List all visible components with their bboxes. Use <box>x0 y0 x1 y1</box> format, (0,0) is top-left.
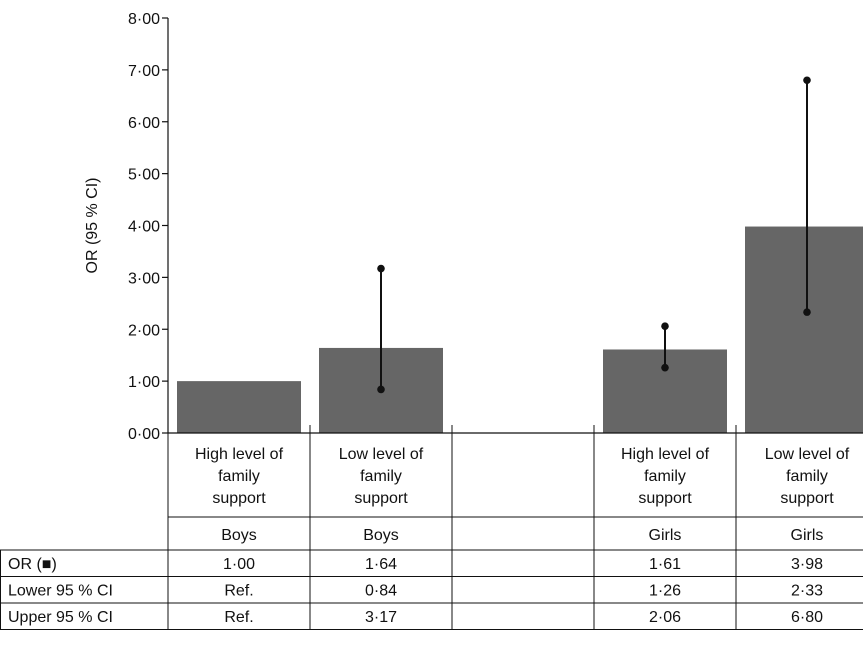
error-cap-lower <box>377 385 385 394</box>
y-axis-title: OR (95 % CI) <box>84 177 101 273</box>
error-cap-lower <box>803 308 811 316</box>
cell-value: 2·33 <box>791 583 823 600</box>
category-label: High level of <box>195 446 284 463</box>
cell-value: 1·26 <box>649 583 681 600</box>
bar <box>177 381 301 433</box>
y-ticks: 0·00 1·00 2·00 3·00 4·00 5·00 6·00 7·00 8·00 <box>128 11 169 443</box>
cell-value: 1·64 <box>365 556 397 573</box>
group-label: Boys <box>221 527 257 544</box>
error-cap-upper <box>803 76 811 85</box>
error-bars <box>377 76 811 394</box>
y-tick-label: 7·00 <box>128 63 160 80</box>
group-label: Boys <box>363 527 399 544</box>
y-tick-label: 8·00 <box>128 11 160 28</box>
cell-value: 6·80 <box>791 609 823 626</box>
cell-value: 1·00 <box>223 556 255 573</box>
cell-value: 1·61 <box>649 556 681 573</box>
cell-value: Ref. <box>224 609 253 626</box>
group-label: Girls <box>649 527 682 544</box>
group-label: Girls <box>791 527 824 544</box>
y-tick-label: 6·00 <box>128 115 160 132</box>
y-tick-label: 0·00 <box>128 426 160 443</box>
y-tick-label: 4·00 <box>128 219 160 236</box>
category-label: High level of <box>621 446 710 463</box>
cell-value: 3·17 <box>365 609 397 626</box>
category-label: support <box>638 490 692 507</box>
y-tick-label: 3·00 <box>128 270 160 287</box>
category-label: family <box>786 468 828 485</box>
category-label: family <box>644 468 686 485</box>
category-label: family <box>360 468 402 485</box>
row-label: Lower 95 % CI <box>8 583 113 600</box>
category-label: Low level of <box>765 446 850 463</box>
category-label: Low level of <box>339 446 424 463</box>
data-table: High level of family support Boys Low level … <box>0 425 863 630</box>
bar <box>745 226 863 433</box>
category-label: family <box>218 468 260 485</box>
error-cap-lower <box>661 363 669 372</box>
category-label: support <box>780 490 834 507</box>
category-label: support <box>354 490 408 507</box>
cell-value: 3·98 <box>791 556 823 573</box>
cell-value: 2·06 <box>649 609 681 626</box>
error-cap-upper <box>661 322 669 330</box>
bars <box>177 226 863 433</box>
category-label: support <box>212 490 266 507</box>
error-cap-upper <box>377 264 385 273</box>
y-tick-label: 1·00 <box>128 374 160 391</box>
y-tick-label: 5·00 <box>128 167 160 184</box>
row-label: OR (■) <box>8 556 57 573</box>
row-label: Upper 95 % CI <box>8 609 113 626</box>
cell-value: Ref. <box>224 583 253 600</box>
cell-value: 0·84 <box>365 583 397 600</box>
y-tick-label: 2·00 <box>128 322 160 339</box>
